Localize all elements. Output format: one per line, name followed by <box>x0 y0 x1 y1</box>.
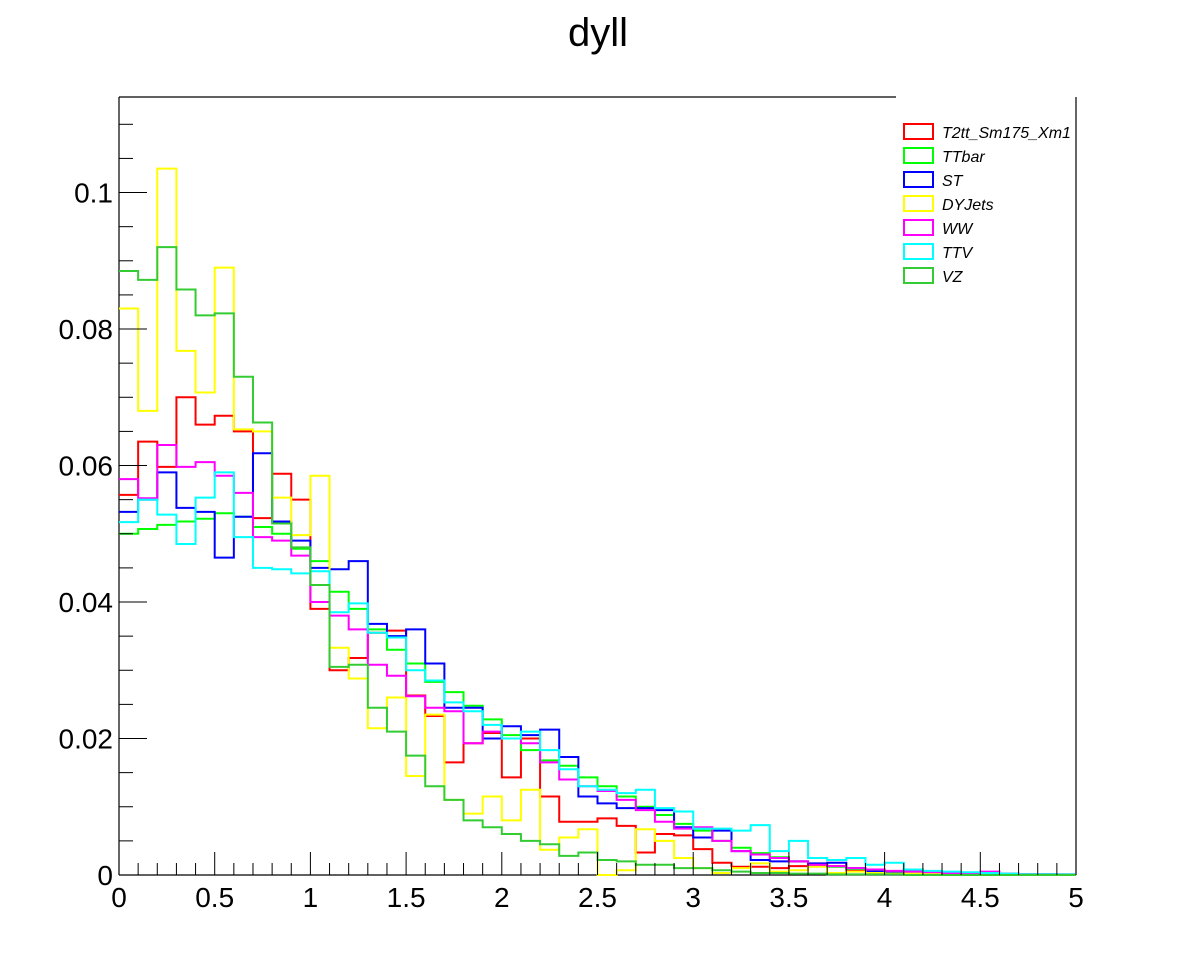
x-tick-label: 3 <box>685 882 701 913</box>
legend-label: VZ <box>942 269 964 286</box>
y-tick-label: 0.1 <box>74 178 113 209</box>
y-tick-label: 0.08 <box>59 314 114 345</box>
x-tick-label: 2.5 <box>578 882 617 913</box>
series-layer <box>119 167 1076 876</box>
legend-swatch <box>903 123 934 140</box>
legend-label: DYJets <box>942 197 994 214</box>
series-line-ttv <box>119 471 1076 876</box>
legend-swatch <box>903 243 934 260</box>
x-tick-label: 0 <box>111 882 127 913</box>
legend-swatch <box>903 195 934 212</box>
y-tick-label: 0 <box>97 860 113 891</box>
legend-label: WW <box>942 221 974 238</box>
legend-swatch <box>903 267 934 284</box>
x-tick-label: 2 <box>494 882 510 913</box>
y-tick-label: 0.04 <box>59 587 114 618</box>
x-tick-label: 4 <box>877 882 893 913</box>
x-tick-label: 5 <box>1068 882 1084 913</box>
x-tick-label: 1 <box>303 882 319 913</box>
legend-label: TTbar <box>942 149 985 166</box>
legend-swatch <box>903 219 934 236</box>
y-tick-label: 0.06 <box>59 451 114 482</box>
y-tick-label: 0.02 <box>59 724 114 755</box>
chart-title: dyll <box>568 11 628 55</box>
plot-frame <box>118 96 1077 876</box>
legend-label: TTV <box>942 245 974 262</box>
legend-swatch <box>903 171 934 188</box>
legend-label: ST <box>942 173 964 190</box>
legend-swatch <box>903 147 934 164</box>
axes: 0 0.5 1 1.5 2 2.5 3 3.5 4 4.5 5 0 0.02 0.04 0.06 0.08 0.… <box>59 123 1084 913</box>
series-line-ww <box>119 444 1076 876</box>
x-tick-label: 1.5 <box>387 882 426 913</box>
legend-label: T2tt_Sm175_Xm1 <box>942 125 1071 142</box>
x-tick-label: 0.5 <box>195 882 234 913</box>
x-tick-label: 4.5 <box>961 882 1000 913</box>
x-tick-label: 3.5 <box>769 882 808 913</box>
legend: T2tt_Sm175_Xm1 TTbar ST DYJets WW TTV VZ <box>903 123 1071 286</box>
series-line-st <box>119 452 1076 876</box>
